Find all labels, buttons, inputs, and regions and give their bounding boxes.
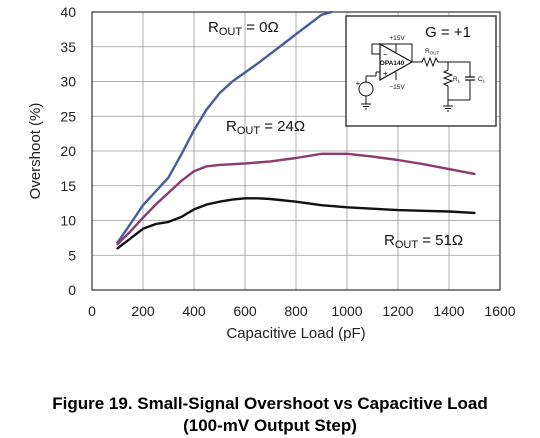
part-label: OPA140	[380, 60, 405, 67]
rout-label: ROUT	[425, 48, 439, 56]
rout-51-ohm-label: ROUT = 51Ω	[384, 232, 463, 251]
gain-label: G = +1	[425, 24, 471, 41]
x-tick-label: 600	[233, 303, 257, 319]
y-tick-label: 30	[60, 74, 76, 90]
x-tick-label: 200	[131, 303, 155, 319]
plot-frame	[91, 11, 501, 291]
x-tick-label: 0	[88, 303, 96, 319]
rout-resistor-icon	[421, 56, 439, 68]
op-amp-minus: −	[383, 50, 388, 59]
rl-resistor-icon	[442, 69, 454, 87]
source-plus-sign: +	[356, 79, 361, 88]
op-amp-plus: +	[383, 69, 388, 78]
figure-caption-title: Figure 19. Small-Signal Overshoot vs Cap…	[52, 394, 488, 413]
x-tick-label: 1600	[484, 303, 515, 319]
rout-0-ohm-line	[116, 10, 333, 244]
curve-labels: ROUT = 0Ω ROUT = 24Ω ROUT = 51Ω	[208, 19, 463, 251]
y-tick-label: 35	[60, 39, 76, 55]
rout-0-ohm-label: ROUT = 0Ω	[208, 19, 279, 38]
tick-labels: 0 200 400 600 800 1000 1200 1400 1600 0 5 10 15 20 25 3…	[60, 4, 515, 319]
rout-24-ohm-line	[116, 152, 476, 246]
rl-label: RL	[453, 76, 461, 84]
y-tick-label: 0	[68, 282, 76, 298]
positive-supply-label: +15V	[389, 35, 405, 42]
feedback-wire	[371, 43, 413, 62]
negative-supply-label: −15V	[389, 84, 405, 91]
y-tick-label: 5	[68, 247, 76, 263]
x-tick-label: 1000	[331, 303, 362, 319]
x-tick-label: 800	[284, 303, 308, 319]
y-tick-label: 10	[60, 213, 76, 229]
rout-24-ohm-label: ROUT = 24Ω	[226, 118, 305, 137]
y-tick-label: 15	[60, 178, 76, 194]
y-axis-label: Overshoot (%)	[27, 103, 44, 200]
data-series	[116, 10, 476, 250]
y-tick-label: 40	[60, 4, 76, 20]
rout-51-ohm-line	[116, 197, 476, 250]
x-tick-label: 400	[182, 303, 206, 319]
figure-caption-subtitle: (100-mV Output Step)	[183, 416, 357, 435]
op-amp-icon	[379, 42, 414, 82]
x-axis-label: Capacitive Load (pF)	[226, 325, 365, 342]
cl-label: CL	[478, 76, 486, 84]
circuit-schematic-inset: G = +1 + − + OPA140 +15V −15V ROUT	[345, 15, 497, 127]
y-tick-label: 20	[60, 143, 76, 159]
x-tick-label: 1200	[382, 303, 413, 319]
x-tick-label: 1400	[433, 303, 464, 319]
inset-frame	[345, 15, 497, 127]
y-tick-label: 25	[60, 108, 76, 124]
